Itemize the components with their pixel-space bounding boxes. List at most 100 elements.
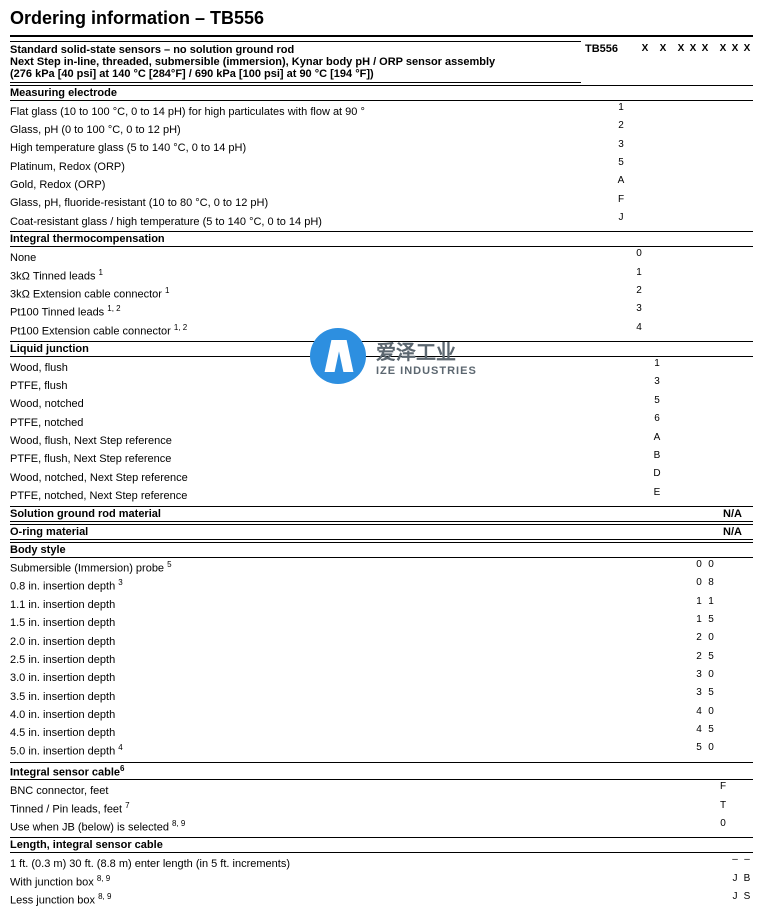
code-value bbox=[651, 211, 663, 225]
option-codes: 2 bbox=[565, 284, 753, 298]
code-value bbox=[675, 101, 687, 115]
code-value bbox=[729, 741, 741, 755]
option-row: 4.0 in. insertion depth40 bbox=[10, 705, 753, 723]
option-row: 3.0 in. insertion depth30 bbox=[10, 668, 753, 686]
code-value: A bbox=[651, 431, 663, 445]
code-value: 1 bbox=[615, 101, 627, 115]
code-value bbox=[741, 467, 753, 481]
section-title: Solution ground rod material bbox=[10, 508, 661, 520]
code-value bbox=[675, 872, 687, 886]
code-value bbox=[615, 613, 627, 627]
code-value bbox=[651, 174, 663, 188]
option-codes: 25 bbox=[565, 650, 753, 664]
code-value bbox=[741, 394, 753, 408]
option-codes: 50 bbox=[565, 741, 753, 755]
code-value bbox=[633, 174, 645, 188]
option-codes: 4 bbox=[565, 321, 753, 335]
code-value bbox=[741, 486, 753, 500]
option-codes: F bbox=[565, 780, 753, 794]
code-value bbox=[693, 394, 705, 408]
option-codes: F bbox=[565, 193, 753, 207]
section-title: Body style bbox=[10, 544, 753, 556]
code-value bbox=[741, 650, 753, 664]
option-codes: JB bbox=[565, 872, 753, 886]
code-value bbox=[663, 375, 675, 389]
code-value bbox=[633, 741, 645, 755]
code-value bbox=[663, 799, 675, 813]
code-value bbox=[675, 705, 687, 719]
code-value bbox=[705, 119, 717, 133]
code-value bbox=[729, 284, 741, 298]
code-col-4: X bbox=[699, 43, 711, 54]
option-codes: 1 bbox=[565, 357, 753, 371]
code-value bbox=[693, 486, 705, 500]
code-value bbox=[675, 193, 687, 207]
section: Liquid junctionWood, flush1PTFE, flush3W… bbox=[10, 341, 753, 504]
code-value bbox=[693, 247, 705, 261]
code-value bbox=[717, 266, 729, 280]
code-value bbox=[663, 613, 675, 627]
code-value bbox=[693, 138, 705, 152]
code-value bbox=[717, 284, 729, 298]
code-value: S bbox=[741, 890, 753, 904]
code-value bbox=[705, 375, 717, 389]
code-value bbox=[741, 211, 753, 225]
option-codes: 0 bbox=[565, 817, 753, 831]
code-value: J bbox=[729, 890, 741, 904]
option-codes: D bbox=[565, 467, 753, 481]
code-value bbox=[717, 412, 729, 426]
code-value: 0 bbox=[633, 247, 645, 261]
option-codes: 00 bbox=[565, 558, 753, 572]
code-value bbox=[651, 631, 663, 645]
section-title: Integral thermocompensation bbox=[10, 233, 753, 245]
option-row: Less junction box 8, 9JS bbox=[10, 890, 753, 908]
title-divider bbox=[10, 35, 753, 37]
code-value bbox=[741, 595, 753, 609]
model-code: TB556 bbox=[585, 41, 629, 55]
code-value bbox=[633, 613, 645, 627]
code-value bbox=[741, 138, 753, 152]
option-codes: 08 bbox=[565, 576, 753, 590]
code-value bbox=[717, 357, 729, 371]
option-label: BNC connector, feet bbox=[10, 784, 565, 799]
code-value bbox=[693, 211, 705, 225]
code-value bbox=[663, 631, 675, 645]
code-value bbox=[705, 486, 717, 500]
code-value bbox=[717, 595, 729, 609]
code-value bbox=[675, 668, 687, 682]
code-placeholder-cols: XXXXXXXX bbox=[633, 41, 753, 54]
option-row: BNC connector, feetF bbox=[10, 780, 753, 798]
code-value bbox=[615, 321, 627, 335]
code-value bbox=[741, 156, 753, 170]
option-codes: 20 bbox=[565, 631, 753, 645]
code-value bbox=[615, 705, 627, 719]
code-value bbox=[663, 119, 675, 133]
code-value: E bbox=[651, 486, 663, 500]
header-line-1: Standard solid-state sensors – no soluti… bbox=[10, 44, 581, 56]
code-value bbox=[675, 449, 687, 463]
code-value bbox=[705, 431, 717, 445]
code-value bbox=[741, 357, 753, 371]
code-value: – bbox=[741, 853, 753, 867]
option-row: Wood, flush1 bbox=[10, 357, 753, 375]
code-value: 0 bbox=[693, 576, 705, 590]
option-label: 1 ft. (0.3 m) 30 ft. (8.8 m) enter lengt… bbox=[10, 857, 565, 872]
code-value bbox=[705, 193, 717, 207]
code-value bbox=[717, 486, 729, 500]
code-value bbox=[705, 156, 717, 170]
option-codes: 5 bbox=[565, 394, 753, 408]
code-value bbox=[675, 558, 687, 572]
code-value bbox=[633, 705, 645, 719]
option-row: Flat glass (10 to 100 °C, 0 to 14 pH) fo… bbox=[10, 101, 753, 119]
code-value bbox=[717, 375, 729, 389]
code-value bbox=[633, 467, 645, 481]
code-value bbox=[729, 101, 741, 115]
code-value: – bbox=[729, 853, 741, 867]
code-value bbox=[693, 302, 705, 316]
code-value bbox=[693, 174, 705, 188]
code-value bbox=[663, 431, 675, 445]
code-value bbox=[651, 576, 663, 590]
option-codes: T bbox=[565, 799, 753, 813]
code-value bbox=[717, 193, 729, 207]
code-value bbox=[663, 686, 675, 700]
